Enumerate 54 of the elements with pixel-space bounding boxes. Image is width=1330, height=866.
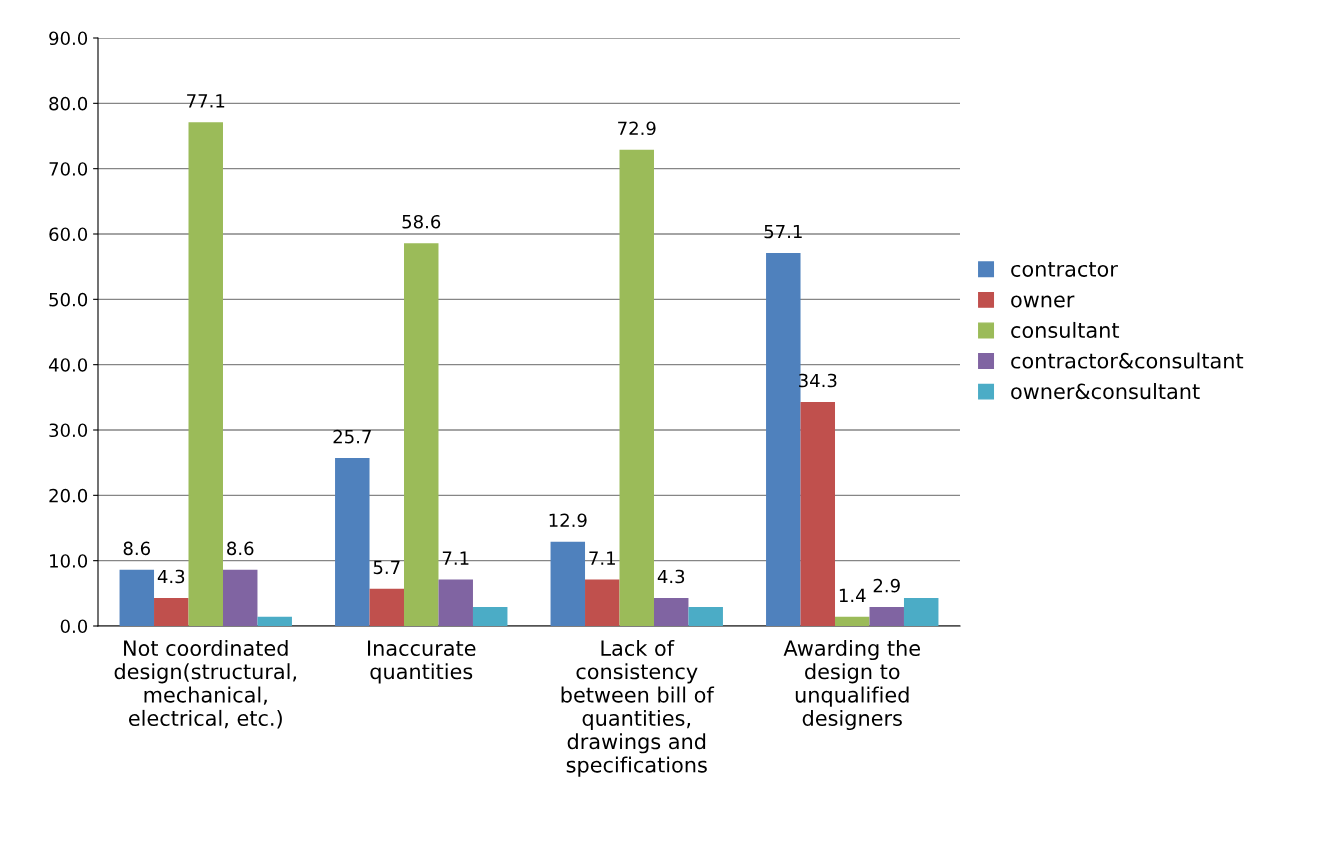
data-label: 1.4 — [839, 588, 866, 602]
legend-label: owner&consultant — [1011, 383, 1200, 400]
data-label: 8.6 — [123, 541, 151, 556]
data-label: 5.7 — [373, 560, 400, 575]
y-tick-label: 50.0 — [49, 292, 88, 307]
bar — [472, 607, 508, 626]
data-label: 72.9 — [618, 121, 656, 136]
bar — [903, 597, 939, 626]
legend-label: contractor&consultant — [1011, 352, 1244, 369]
bar — [835, 616, 870, 626]
y-tick-label: 90.0 — [49, 31, 88, 46]
data-label: 8.6 — [227, 541, 254, 556]
bar — [257, 616, 292, 626]
bar — [438, 579, 473, 626]
y-tick-label: 60.0 — [49, 227, 88, 242]
bar — [585, 579, 620, 626]
x-tick-label: Awarding the design to unqualified designers — [783, 639, 920, 731]
data-label: 58.6 — [402, 214, 441, 229]
bar — [550, 541, 586, 626]
bar — [188, 122, 223, 626]
bar — [688, 607, 723, 626]
data-label: 12.9 — [549, 513, 587, 528]
y-tick-label: 20.0 — [49, 488, 88, 503]
x-tick-label: Inaccurate quantities — [368, 640, 476, 684]
x-tick-label: Lack of consistency between bill of quantities, drawings and specifications — [561, 639, 715, 777]
legend-label: contractor — [1011, 261, 1118, 277]
data-label: 4.3 — [657, 569, 685, 584]
bar — [119, 569, 155, 626]
data-label: 57.1 — [764, 224, 802, 239]
y-tick-label: 40.0 — [48, 358, 88, 372]
y-tick-label: 80.0 — [49, 96, 88, 111]
bar — [335, 458, 370, 626]
y-tick-label: 0.0 — [60, 619, 88, 634]
y-tick-label: 70.0 — [49, 162, 88, 176]
data-label: 7.1 — [442, 551, 469, 565]
bar — [653, 597, 689, 626]
y-tick-label: 30.0 — [49, 423, 88, 438]
legend-label: owner — [1011, 295, 1075, 308]
bar — [369, 588, 405, 626]
data-label: 25.7 — [333, 429, 371, 444]
legend-label: consultant — [1011, 321, 1120, 339]
bar — [869, 607, 904, 626]
data-label: 2.9 — [873, 578, 900, 593]
y-tick-label: 10.0 — [50, 554, 88, 568]
bar — [154, 597, 189, 626]
data-label: 77.1 — [187, 94, 225, 108]
x-tick-label: Not coordinated design(structural, mechanical, electrical, etc.) — [114, 639, 297, 729]
bar — [619, 149, 654, 626]
bar — [800, 401, 836, 626]
bar — [766, 252, 801, 626]
bar — [222, 569, 258, 626]
data-label: 7.1 — [589, 551, 615, 565]
bar — [404, 243, 439, 626]
data-label: 4.3 — [157, 569, 185, 584]
